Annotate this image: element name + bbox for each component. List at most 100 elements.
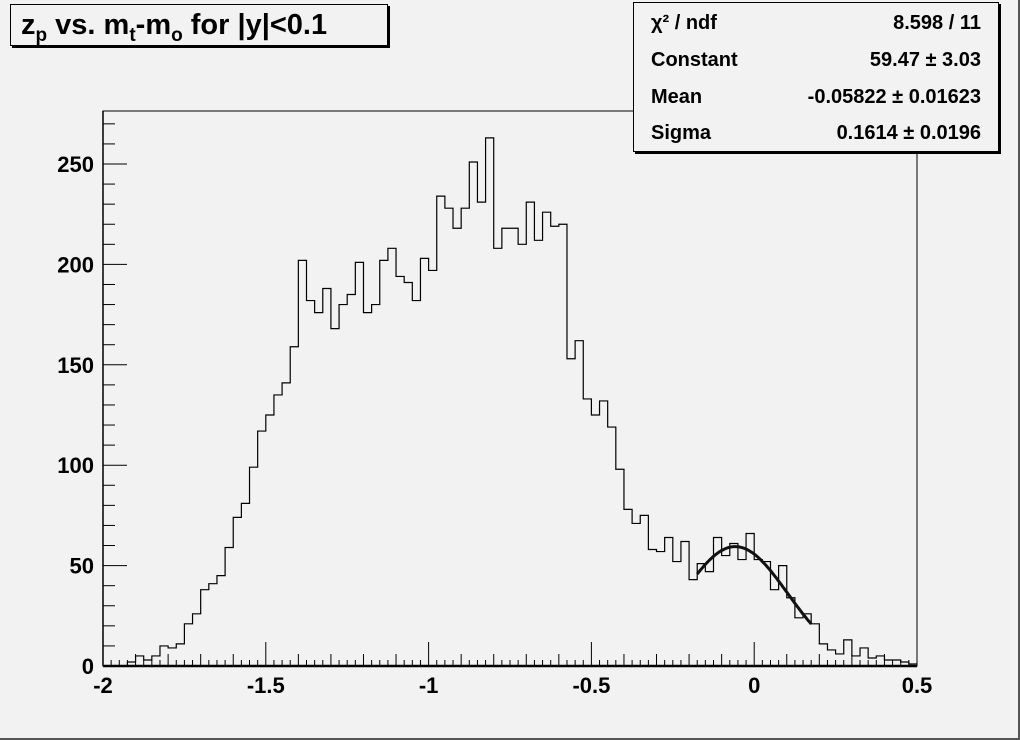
y-tick-label: 200	[57, 252, 94, 277]
histogram-bin	[673, 562, 681, 666]
histogram-bin	[583, 399, 591, 666]
histogram-bin	[136, 656, 144, 666]
histogram-bin	[176, 644, 184, 666]
stats-value: -0.05822 ± 0.01623	[807, 86, 981, 108]
histogram-bin	[616, 469, 624, 666]
y-tick-label: 250	[57, 152, 94, 177]
stats-value: 59.47 ± 3.03	[869, 49, 981, 71]
histogram-bin	[388, 248, 396, 666]
histogram-bin	[477, 202, 485, 666]
histogram-bin	[738, 560, 746, 666]
histogram-bin	[787, 598, 795, 666]
histogram-bin	[380, 260, 388, 666]
histogram-bin	[412, 301, 420, 666]
histogram-bin	[315, 313, 323, 666]
histogram-bin	[298, 260, 306, 666]
stats-label: Sigma	[651, 122, 712, 144]
title-seg: o	[171, 25, 183, 46]
histogram-bin	[795, 618, 803, 666]
stats-row-mean: Mean -0.05822 ± 0.01623	[651, 79, 981, 115]
chart-title: zp vs. mt-mo for |y|<0.1	[10, 4, 388, 46]
gaussian-fit-curve	[696, 545, 813, 625]
histogram-bin	[437, 196, 445, 666]
title-seg: vs. m	[47, 9, 130, 41]
histogram-outline	[103, 137, 917, 667]
histogram-bin	[559, 224, 567, 666]
histogram-bin	[404, 282, 412, 666]
histogram-bin	[290, 347, 298, 666]
stats-row-sigma: Sigma 0.1614 ± 0.0196	[651, 115, 981, 151]
histogram-bin	[502, 228, 510, 666]
histogram-bin	[282, 383, 290, 666]
histogram-bin	[697, 564, 705, 666]
histogram-bin	[648, 550, 656, 666]
histogram-bin	[681, 542, 689, 666]
histogram-bin	[534, 240, 542, 666]
title-seg: p	[35, 25, 48, 46]
x-tick-label: 0	[748, 673, 760, 698]
x-tick-label: -2	[93, 673, 113, 698]
x-tick-label: 0.5	[902, 673, 933, 698]
stats-row-chi2: χ² / ndf 8.598 / 11	[651, 5, 981, 41]
histogram-bin	[689, 580, 697, 666]
histogram-bin	[152, 656, 160, 666]
histogram-bin	[168, 648, 176, 666]
x-tick-label: -1	[419, 673, 439, 698]
stats-value: 0.1614 ± 0.0196	[836, 122, 981, 144]
title-seg: z	[21, 9, 36, 41]
histogram-bin	[339, 305, 347, 666]
histogram-bin	[429, 270, 437, 666]
y-tick-label: 150	[57, 353, 94, 378]
histogram-bin	[665, 537, 673, 666]
histogram-bin	[331, 329, 339, 666]
title-seg: -m	[135, 9, 172, 41]
histogram-bin	[567, 359, 575, 666]
histogram-bin	[754, 560, 762, 666]
histogram-bin	[624, 509, 632, 666]
histogram-bin	[420, 258, 428, 666]
y-tick-label: 100	[57, 453, 94, 478]
histogram-bin	[469, 162, 477, 666]
histogram-bin	[201, 590, 209, 666]
histogram-bin	[193, 614, 201, 666]
histogram-bin	[730, 544, 738, 666]
y-tick-label: 50	[70, 554, 94, 579]
histogram-bin	[225, 548, 233, 666]
histogram-bin	[860, 648, 868, 666]
histogram-bin	[241, 503, 249, 666]
histogram-bin	[551, 226, 559, 666]
histogram-bin	[844, 640, 852, 666]
histogram-bin	[258, 431, 266, 666]
histogram-bin	[494, 248, 502, 666]
histogram-bin	[600, 401, 608, 666]
histogram-bin	[836, 654, 844, 666]
histogram-bin	[876, 656, 884, 666]
histogram-bin	[486, 138, 494, 666]
y-tick-label: 0	[82, 654, 94, 679]
histogram-bin	[209, 584, 217, 666]
stats-label: Constant	[651, 49, 738, 71]
histogram-bin	[445, 208, 453, 666]
histogram-bin	[632, 523, 640, 666]
stats-label: χ² / ndf	[651, 12, 717, 34]
histogram-bin	[811, 624, 819, 666]
histogram-bin	[722, 556, 730, 666]
stats-label: Mean	[651, 86, 703, 108]
histogram-bin	[160, 646, 168, 666]
histogram-bin	[852, 656, 860, 666]
histogram-bin	[233, 517, 241, 666]
histogram-bin	[217, 576, 225, 666]
histogram-bin	[363, 313, 371, 666]
histogram-bin	[827, 650, 835, 666]
title-seg: for |y|<0.1	[182, 9, 328, 41]
histogram-bin	[591, 415, 599, 666]
histogram-bin	[372, 305, 380, 666]
histogram-bin	[770, 590, 778, 666]
histogram-bin	[762, 562, 770, 666]
histogram-bin	[526, 202, 534, 666]
histogram-bin	[396, 276, 404, 666]
x-tick-label: -1.5	[247, 673, 285, 698]
histogram-bin	[657, 552, 665, 666]
